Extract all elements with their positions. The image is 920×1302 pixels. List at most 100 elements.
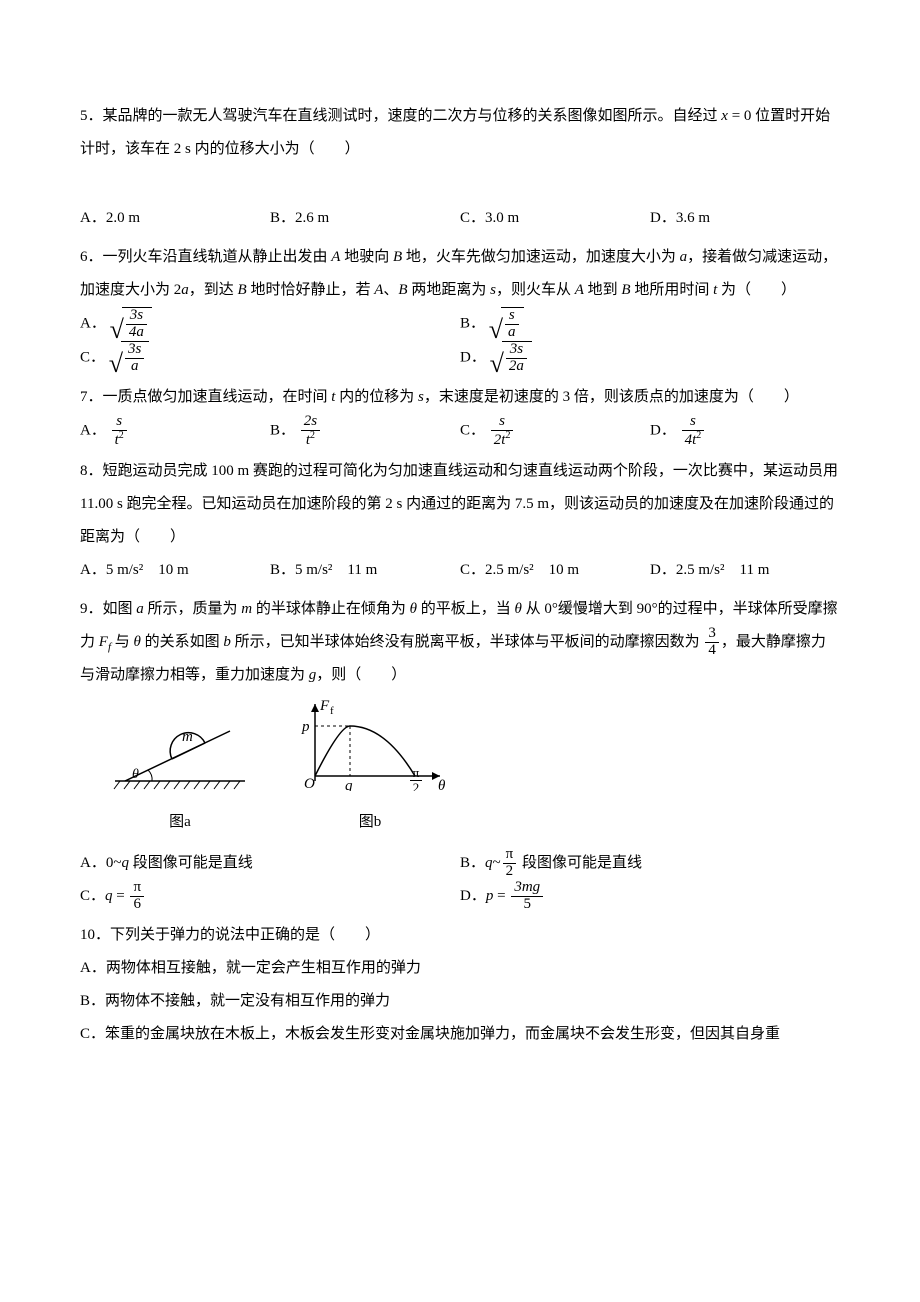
q6-A3: A bbox=[575, 282, 584, 298]
q7-opt-d: D． s4t2 bbox=[650, 414, 840, 449]
q8-opt-b: B．5 m/s² 11 m bbox=[270, 554, 460, 587]
q9-optB-a: B． bbox=[460, 855, 485, 871]
q7-opt-b: B． 2st2 bbox=[270, 414, 460, 449]
q7-optA-label: A． bbox=[80, 423, 106, 439]
q7-t-c: ，末速度是初速度的 3 倍，则该质点的加速度为（ ） bbox=[424, 389, 799, 405]
figA-caption: 图a bbox=[110, 806, 250, 839]
q9-optB-num: π bbox=[503, 847, 517, 864]
q9-optC-q: q bbox=[105, 888, 113, 904]
figB-x-label: θ bbox=[438, 778, 446, 791]
q5-figure-placeholder bbox=[80, 166, 840, 202]
q6-number: 6． bbox=[80, 249, 103, 265]
q9-optC-den: 6 bbox=[130, 897, 144, 913]
q10-options: A．两物体相互接触，就一定会产生相互作用的弹力 B．两物体不接触，就一定没有相互… bbox=[80, 952, 840, 1051]
q9-th2: θ bbox=[515, 601, 522, 617]
q10-number: 10． bbox=[80, 927, 110, 943]
q5-opt-b: B．2.6 m bbox=[270, 202, 460, 235]
q6-optB-num: s bbox=[505, 308, 519, 325]
question-5: 5．某品牌的一款无人驾驶汽车在直线测试时，速度的二次方与位移的关系图像如图所示。… bbox=[80, 100, 840, 235]
q7-opt-a: A． st2 bbox=[80, 414, 270, 449]
q6-optA-label: A． bbox=[80, 315, 106, 331]
figB-pi2-den: 2 bbox=[410, 781, 423, 791]
q6-optC-den: a bbox=[125, 359, 144, 375]
q9-a1: a bbox=[136, 601, 144, 617]
q9-opt-c: C．q = π6 bbox=[80, 880, 460, 913]
q6-t-h: 两地距离为 bbox=[408, 282, 491, 298]
figB-caption: 图b bbox=[290, 806, 450, 839]
q7-optB-num: 2s bbox=[301, 414, 320, 431]
q7-optC-num: s bbox=[491, 414, 514, 431]
q7-optB-den-e: 2 bbox=[310, 430, 315, 441]
q8-options: A．5 m/s² 10 m B．5 m/s² 11 m C．2.5 m/s² 1… bbox=[80, 554, 840, 587]
q5-opt-a: A．2.0 m bbox=[80, 202, 270, 235]
q5-stem: 5．某品牌的一款无人驾驶汽车在直线测试时，速度的二次方与位移的关系图像如图所示。… bbox=[80, 100, 840, 166]
question-8: 8．短跑运动员完成 100 m 赛跑的过程可简化为匀加速直线运动和匀速直线运动两… bbox=[80, 455, 840, 587]
q9-opt-b: B．q~π2 段图像可能是直线 bbox=[460, 847, 840, 880]
q9-opt-a: A．0~q 段图像可能是直线 bbox=[80, 847, 460, 880]
q6-optA-den: 4a bbox=[126, 325, 147, 341]
q9-figures: θ m 图a p O q π2 θ bbox=[110, 696, 840, 839]
q6-t-b: 地驶向 bbox=[340, 249, 393, 265]
q6-B2: B bbox=[238, 282, 247, 298]
q6-B1: B bbox=[393, 249, 402, 265]
sqrt-icon: √3s4a bbox=[110, 307, 152, 341]
figB-y-label: F bbox=[319, 698, 330, 714]
figure-a-svg: θ m bbox=[110, 711, 250, 791]
q7-optD-den-e: 2 bbox=[696, 430, 701, 441]
q6-opt-d: D． √3s2a bbox=[460, 341, 840, 375]
q9-opt-d: D．p = 3mg5 bbox=[460, 880, 840, 913]
q5-options: A．2.0 m B．2.6 m C．3.0 m D．3.6 m bbox=[80, 202, 840, 235]
q9-optA-a: A．0~ bbox=[80, 855, 121, 871]
q6-t-k: 地所用时间 bbox=[631, 282, 714, 298]
q9-th3: θ bbox=[134, 634, 141, 650]
q9-t-d: 的平板上，当 bbox=[417, 601, 515, 617]
q5-opt-d: D．3.6 m bbox=[650, 202, 840, 235]
q10-opt-a: A．两物体相互接触，就一定会产生相互作用的弹力 bbox=[80, 952, 840, 985]
question-7: 7．一质点做匀加速直线运动，在时间 t 内的位移为 s，末速度是初速度的 3 倍… bbox=[80, 381, 840, 449]
q9-t-j: ，则（ ） bbox=[316, 667, 406, 683]
q7-t-a: 一质点做匀加速直线运动，在时间 bbox=[103, 389, 332, 405]
q9-optC-eq: = bbox=[113, 888, 129, 904]
q9-th1: θ bbox=[410, 601, 417, 617]
q10-opt-b: B．两物体不接触，就一定没有相互作用的弹力 bbox=[80, 985, 840, 1018]
q6-optD-label: D． bbox=[460, 349, 486, 365]
q6-t-i: ，则火车从 bbox=[496, 282, 575, 298]
q6-optB-label: B． bbox=[460, 315, 485, 331]
q8-opt-c: C．2.5 m/s² 10 m bbox=[460, 554, 650, 587]
q9-optA-b: 段图像可能是直线 bbox=[129, 855, 253, 871]
q5-number: 5． bbox=[80, 108, 103, 124]
q5-text-a: 某品牌的一款无人驾驶汽车在直线测试时，速度的二次方与位移的关系图像如图所示。自经… bbox=[103, 108, 722, 124]
q8-text: 短跑运动员完成 100 m 赛跑的过程可简化为匀加速直线运动和匀速直线运动两个阶… bbox=[80, 463, 838, 545]
q6-B4: B bbox=[621, 282, 630, 298]
q9-optB-q: q bbox=[485, 855, 493, 871]
figure-b: p O q π2 θ F f 图b bbox=[290, 696, 450, 839]
q9-Ff: F bbox=[99, 634, 108, 650]
q7-optC-den-b: 2t bbox=[494, 432, 506, 448]
figure-b-svg: p O q π2 θ F f bbox=[290, 696, 450, 791]
q8-opt-a: A．5 m/s² 10 m bbox=[80, 554, 270, 587]
q6-B3: B bbox=[398, 282, 407, 298]
q9-optD-den: 5 bbox=[511, 897, 543, 913]
figB-p-label: p bbox=[301, 719, 310, 735]
sqrt-icon: √3s2a bbox=[490, 341, 532, 375]
q9-optC-num: π bbox=[130, 880, 144, 897]
q9-optB-mid: ~ bbox=[493, 855, 501, 871]
q9-optB-den: 2 bbox=[503, 864, 517, 880]
question-9: 9．如图 a 所示，质量为 m 的半球体静止在倾角为 θ 的平板上，当 θ 从 … bbox=[80, 593, 840, 913]
q7-optD-label: D． bbox=[650, 423, 676, 439]
q6-A2: A bbox=[374, 282, 383, 298]
figure-a: θ m 图a bbox=[110, 711, 250, 839]
q7-optC-den-e: 2 bbox=[505, 430, 510, 441]
q5-var-x: x bbox=[721, 108, 728, 124]
q6-t-f: 地时恰好静止，若 bbox=[247, 282, 375, 298]
q7-optD-num: s bbox=[682, 414, 705, 431]
q9-t-b: 所示，质量为 bbox=[144, 601, 242, 617]
q8-stem: 8．短跑运动员完成 100 m 赛跑的过程可简化为匀加速直线运动和匀速直线运动两… bbox=[80, 455, 840, 554]
q6-optA-num: 3s bbox=[126, 308, 147, 325]
q6-opt-a: A． √3s4a bbox=[80, 307, 460, 341]
q9-b1: b bbox=[223, 634, 231, 650]
q6-t-c: 地，火车先做匀加速运动，加速度大小为 bbox=[402, 249, 680, 265]
q9-t-a: 如图 bbox=[103, 601, 137, 617]
q6-options: A． √3s4a B． √sa C． √3sa D． √3s2a bbox=[80, 307, 840, 375]
q6-optD-num: 3s bbox=[506, 342, 527, 359]
